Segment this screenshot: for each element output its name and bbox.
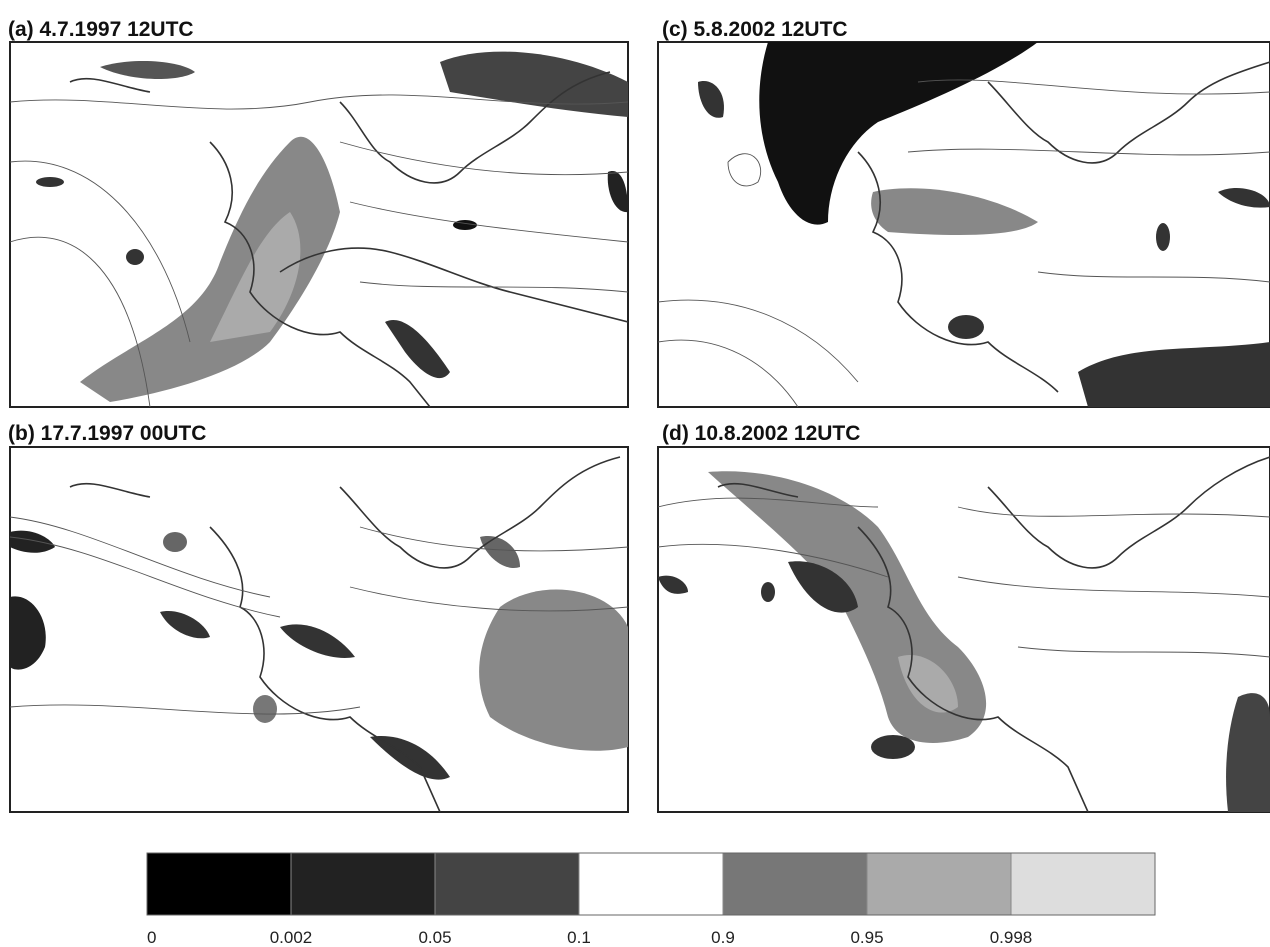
color-segment [147, 853, 291, 915]
tick-label: 0.1 [567, 928, 591, 947]
panel-title: (d) 10.8.2002 12UTC [662, 422, 860, 445]
panel-title: (c) 5.8.2002 12UTC [662, 18, 848, 41]
shaded-region [871, 735, 915, 759]
color-segment [435, 853, 579, 915]
tick-label: 0.95 [850, 928, 883, 947]
shaded-region [163, 532, 187, 552]
map-panel [658, 42, 1270, 407]
panel-title: (b) 17.7.1997 00UTC [8, 422, 206, 445]
shaded-region [253, 695, 277, 723]
panel-title: (a) 4.7.1997 12UTC [8, 18, 194, 41]
tick-label: 0.998 [990, 928, 1033, 947]
color-segment [1011, 853, 1155, 915]
color-segment [723, 853, 867, 915]
tick-label: 0.002 [270, 928, 313, 947]
shaded-region [948, 315, 984, 339]
figure: (a) 4.7.1997 12UTC (b) 17.7.1997 00UTC [0, 0, 1270, 947]
tick-label: 0 [147, 928, 156, 947]
color-segment [579, 853, 723, 915]
shaded-region [126, 249, 144, 265]
map-panel [10, 42, 628, 407]
tick-label: 0.9 [711, 928, 735, 947]
map-panel [658, 447, 1270, 812]
color-segment [867, 853, 1011, 915]
tick-label: 0.05 [418, 928, 451, 947]
color-segment [291, 853, 435, 915]
colorbar: 0 0.002 0.05 0.1 0.9 0.95 0.998 [147, 853, 1155, 947]
shaded-region [1156, 223, 1170, 251]
map-panel [10, 447, 628, 812]
shaded-region [761, 582, 775, 602]
shaded-region [36, 177, 64, 187]
